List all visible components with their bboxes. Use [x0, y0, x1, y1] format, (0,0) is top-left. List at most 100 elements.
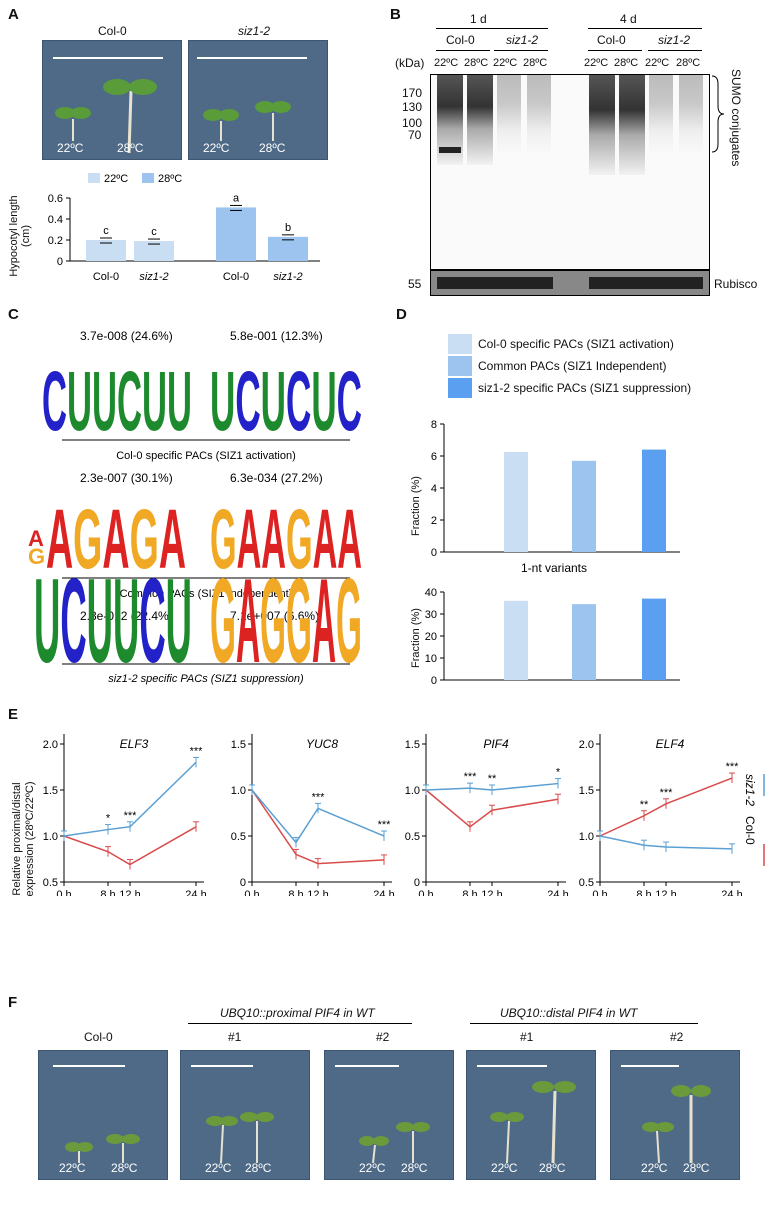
ytick-label: 6	[431, 451, 437, 463]
ytick: 0.6	[48, 193, 63, 205]
scale-bar	[335, 1065, 399, 1067]
xtick-label: 12 h	[307, 889, 328, 896]
legend-swatch-22	[88, 173, 100, 183]
temp-28-label: 28ºC	[111, 1161, 138, 1175]
blot-drawing	[437, 75, 703, 175]
xtick-label: 24 h	[185, 889, 206, 896]
legend-label-siz1: siz1-2	[743, 774, 757, 806]
siz1-line	[251, 789, 385, 844]
ylabel-line2: (cm)	[20, 225, 32, 247]
subplot-title: YUC8	[306, 737, 338, 751]
temp-lane: 22ºC	[584, 57, 609, 69]
bar	[134, 241, 174, 261]
line-2-label: #2	[376, 1030, 390, 1044]
rubisco-blot	[430, 270, 710, 296]
scale-bar	[191, 1065, 253, 1067]
significance-stars: ***	[464, 771, 478, 783]
sumo-text: SUMO conjugates	[729, 69, 743, 167]
siz1-line	[599, 835, 733, 850]
motif-group-common: 2.3e-007 (30.1%) 6.3e-034 (27.2%) A G AG…	[28, 471, 362, 600]
photo-title-siz1: siz1-2	[238, 24, 271, 38]
line-1-label: #1	[520, 1030, 534, 1044]
scale-bar	[477, 1065, 547, 1067]
seedling-photo-f1: 22ºC 28ºC	[38, 1050, 168, 1180]
pvalue: 7.1e+007 (6.6%)	[230, 609, 319, 623]
line-1-label: #1	[228, 1030, 242, 1044]
temp-28-label: 28ºC	[117, 141, 144, 155]
temp-lane: 22ºC	[645, 57, 670, 69]
pvalue: 2.3e-012 (22.4%)	[80, 609, 173, 623]
xlabel: siz1-2	[139, 271, 168, 283]
marker-170: 170	[402, 86, 423, 100]
ytick-label: 1.5	[405, 739, 420, 751]
temp-lane: 22ºC	[434, 57, 459, 69]
ytick-label: 10	[425, 653, 437, 665]
day4-label: 4 d	[620, 12, 637, 26]
motif-logo-4: GAAGAA	[210, 492, 362, 586]
seedling-photo-f2: 22ºC 28ºC	[180, 1050, 310, 1180]
temp-28-label: 28ºC	[683, 1161, 710, 1175]
ytick-label: 0.5	[405, 831, 420, 843]
prox-construct-label: UBQ10::proximal PIF4 in WT	[220, 1006, 375, 1020]
legend-label-col0: Col-0	[743, 816, 757, 845]
xtick-label: 8 h	[636, 889, 651, 896]
hypocotyl-bar-chart: 22ºC 28ºC 0.6 0.4 0.2 0 c c a b Col-0 siz1-…	[48, 173, 320, 283]
legend-swatch-28	[142, 173, 154, 183]
geno-label: Col-0	[597, 33, 626, 47]
motif-logo-6: GAGGAG	[210, 554, 362, 688]
xtick-label: 12 h	[119, 889, 140, 896]
significance-stars: *	[106, 813, 111, 825]
bar	[504, 600, 528, 680]
temp-22-label: 22ºC	[205, 1161, 232, 1175]
legend-swatch	[448, 334, 472, 354]
legend-label: siz1-2 specific PACs (SIZ1 suppression)	[478, 381, 692, 395]
geno-line	[494, 50, 548, 51]
seedling-photo-f4: 22ºC 28ºC	[466, 1050, 596, 1180]
temp-lane: 28ºC	[523, 57, 548, 69]
siz1-line	[63, 761, 197, 837]
ytick-label: 1.0	[43, 831, 58, 843]
xtick-label: 0 h	[56, 889, 71, 896]
bar	[504, 452, 528, 552]
ylabel-line1: Hypocotyl length	[8, 195, 20, 277]
significance-stars: ***	[378, 819, 392, 831]
xtick-label: 8 h	[288, 889, 303, 896]
ytick-label: 1.0	[231, 785, 246, 797]
sumo-brace	[711, 75, 725, 153]
ytick-label: 0.5	[43, 877, 58, 889]
significance-stars: *	[556, 767, 561, 779]
legend-swatch	[448, 378, 472, 398]
ytick-label: 0	[431, 675, 437, 687]
geno-label: Col-0	[446, 33, 475, 47]
rubisco-label: Rubisco	[714, 277, 758, 291]
xtick-label: 8 h	[462, 889, 477, 896]
seedling-photo-f3: 22ºC 28ºC	[324, 1050, 454, 1180]
significance-stars: ***	[660, 787, 674, 799]
bar	[642, 598, 666, 680]
line-2-label: #2	[670, 1030, 684, 1044]
marker-130: 130	[402, 100, 423, 114]
significance-stars: ***	[312, 791, 326, 803]
xtick-label: 24 h	[547, 889, 568, 896]
y-ticks: 0.6 0.4 0.2 0	[48, 193, 70, 268]
chart-title: 1-nt variants	[521, 561, 587, 575]
temp-lane: 22ºC	[493, 57, 518, 69]
panel-d-ylabel-1: Fraction (%)	[408, 454, 422, 564]
panel-d-ylabel-2: Fraction (%)	[408, 600, 422, 680]
ytick-label: 1.0	[579, 831, 594, 843]
xtick-label: 12 h	[481, 889, 502, 896]
scale-bar	[621, 1065, 679, 1067]
prox-line	[188, 1023, 412, 1024]
seedling-drawing	[203, 101, 291, 141]
kda-label: (kDa)	[395, 56, 425, 70]
motif-group-col0: 3.7e-008 (24.6%) 5.8e-001 (12.3%) CUUCUU…	[42, 329, 362, 462]
dist-construct-label: UBQ10::distal PIF4 in WT	[500, 1006, 638, 1020]
temp-22-label: 22ºC	[491, 1161, 518, 1175]
ytick-label: 2	[431, 515, 437, 527]
significance-stars: **	[640, 799, 649, 811]
temp-22-label: 22ºC	[359, 1161, 386, 1175]
temp-22-label: 22ºC	[57, 141, 84, 155]
temp-22-label: 22ºC	[641, 1161, 668, 1175]
